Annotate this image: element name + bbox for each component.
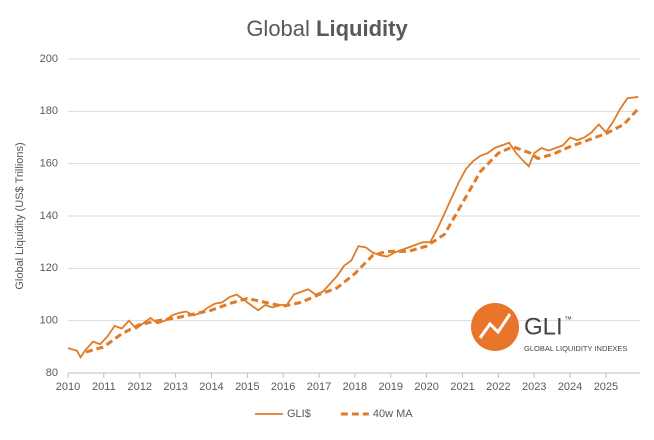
x-tick-label: 2023 [522, 381, 546, 393]
x-tick-label: 2024 [558, 381, 582, 393]
y-tick-label: 80 [46, 367, 58, 379]
x-tick-label: 2014 [199, 381, 223, 393]
logo-arrow [478, 313, 512, 339]
y-tick-label: 100 [40, 315, 58, 327]
series-line [85, 107, 640, 354]
logo-tagline: GLOBAL LIQUIDITY INDEXES [524, 344, 627, 353]
y-tick-label: 160 [40, 158, 58, 170]
x-tick-label: 2021 [450, 381, 474, 393]
chart-title: Global Liquidity [246, 16, 408, 41]
x-tick-label: 2018 [343, 381, 367, 393]
y-axis-label: Global Liquidity (US$ Trillions) [14, 142, 26, 289]
x-tick-label: 2010 [56, 381, 80, 393]
x-tick-label: 2016 [271, 381, 295, 393]
logo: GLI ™ GLOBAL LIQUIDITY INDEXES [471, 303, 627, 353]
logo-mark: ™ [564, 315, 572, 324]
x-tick-label: 2022 [486, 381, 510, 393]
x-tick-label: 2025 [594, 381, 618, 393]
y-tick-label: 200 [40, 53, 58, 65]
x-tick-label: 2015 [235, 381, 259, 393]
x-tick-label: 2013 [163, 381, 187, 393]
logo-name: GLI [524, 313, 563, 340]
legend-label: 40w MA [373, 408, 413, 420]
x-tick-label: 2019 [379, 381, 403, 393]
title-bold: Liquidity [316, 16, 408, 41]
x-tick-label: 2020 [414, 381, 438, 393]
x-tick-label: 2017 [307, 381, 331, 393]
legend-label: GLI$ [287, 408, 311, 420]
series-line [67, 96, 639, 360]
y-tick-label: 120 [40, 262, 58, 274]
y-tick-label: 140 [40, 210, 58, 222]
y-tick-label: 180 [40, 105, 58, 117]
title-regular: Global [246, 16, 310, 41]
x-tick-label: 2011 [92, 381, 116, 393]
x-tick-label: 2012 [127, 381, 151, 393]
